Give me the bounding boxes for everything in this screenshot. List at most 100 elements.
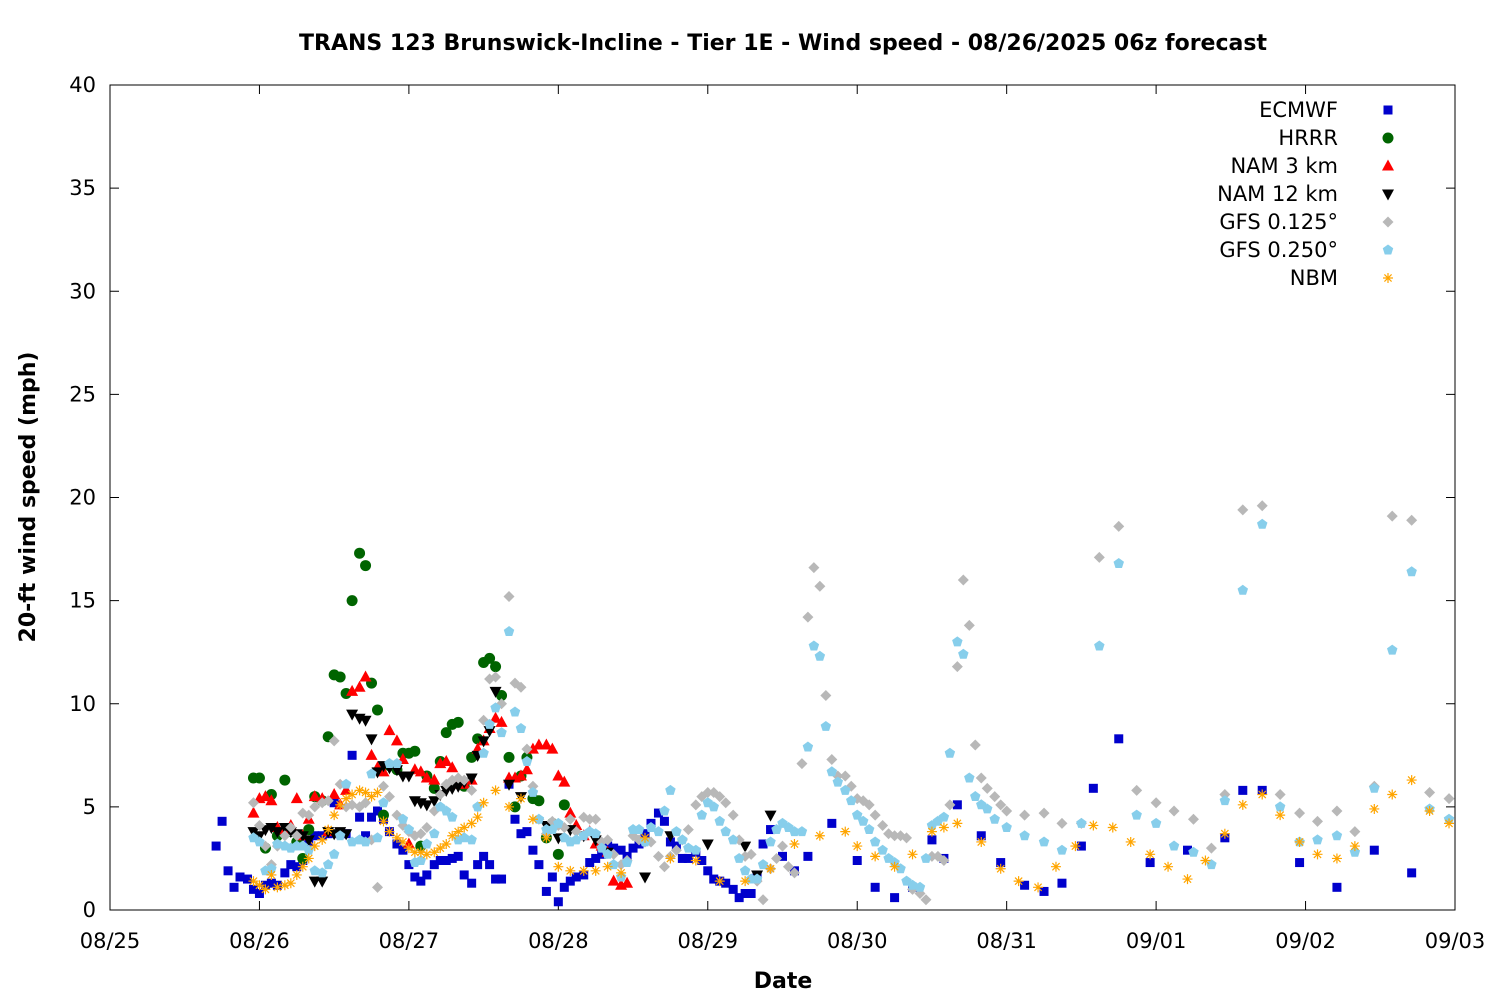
data-point (546, 742, 559, 754)
data-point (384, 758, 395, 769)
data-point (279, 774, 291, 786)
data-point (982, 803, 993, 814)
data-point (452, 716, 464, 728)
data-point (814, 580, 826, 592)
data-point (981, 782, 993, 794)
data-point (497, 874, 507, 884)
y-tick-label: 15 (69, 589, 96, 613)
data-point (346, 595, 358, 607)
data-point (914, 881, 926, 892)
data-point (802, 611, 814, 623)
data-point (869, 809, 881, 821)
data-point (665, 784, 676, 795)
legend-label: GFS 0.250° (1219, 238, 1338, 262)
data-point (1145, 858, 1155, 868)
legend-marker (1382, 216, 1394, 228)
data-point (334, 830, 346, 841)
data-point (951, 661, 963, 673)
data-point (1114, 734, 1124, 744)
data-point (266, 878, 276, 888)
data-point (658, 861, 670, 873)
data-point (789, 826, 800, 837)
data-point (404, 860, 414, 870)
data-point (466, 818, 477, 829)
data-point (1131, 784, 1143, 796)
data-point (340, 778, 352, 789)
data-point (515, 793, 526, 804)
data-point (428, 796, 441, 808)
data-point (365, 734, 378, 746)
data-point (607, 874, 620, 886)
data-point (265, 823, 278, 834)
data-point (384, 826, 395, 837)
data-point (340, 829, 353, 841)
data-point (509, 706, 521, 717)
data-point (367, 812, 377, 822)
data-point (976, 836, 987, 847)
data-point (564, 813, 576, 825)
data-point (671, 826, 682, 837)
data-points (211, 500, 1455, 907)
data-point (553, 817, 564, 828)
data-point (728, 884, 738, 894)
data-point (765, 863, 776, 874)
data-point (633, 824, 645, 835)
data-point (1113, 520, 1125, 532)
data-point (247, 806, 260, 818)
data-point (272, 838, 283, 849)
y-tick-label: 5 (83, 795, 96, 819)
data-point (265, 794, 278, 806)
data-point (248, 876, 259, 887)
data-point (578, 865, 589, 876)
data-point (485, 860, 495, 870)
data-point (285, 822, 297, 833)
data-point (585, 858, 595, 868)
data-point (365, 748, 378, 760)
data-point (309, 801, 321, 813)
x-tick-label: 09/03 (1425, 929, 1486, 953)
data-point (597, 849, 607, 859)
data-point (329, 798, 339, 808)
data-point (447, 830, 458, 841)
data-point (1182, 845, 1192, 855)
data-point (291, 869, 302, 880)
data-point (403, 824, 415, 835)
data-point (279, 830, 291, 842)
data-point (1013, 876, 1024, 887)
data-point (329, 810, 340, 821)
data-point (1369, 845, 1379, 855)
data-point (596, 842, 607, 853)
data-point (1331, 830, 1343, 841)
data-point (602, 848, 613, 859)
data-point (944, 747, 956, 758)
data-point (720, 826, 731, 837)
x-tick-label: 09/01 (1126, 929, 1187, 953)
data-point (441, 805, 452, 816)
data-point (877, 819, 889, 831)
data-point (1076, 817, 1087, 828)
data-point (503, 591, 515, 602)
data-point (989, 813, 1000, 824)
data-point (682, 824, 694, 836)
legend-label: NAM 3 km (1230, 154, 1338, 178)
data-point (541, 832, 552, 843)
data-point (1443, 793, 1455, 805)
data-point (832, 776, 844, 787)
data-point (765, 836, 776, 847)
legend-marker (1382, 132, 1394, 144)
data-point (714, 791, 726, 803)
data-point (803, 851, 813, 861)
data-point (266, 863, 277, 874)
data-point (335, 799, 346, 810)
data-point (1187, 813, 1199, 825)
data-point (1113, 558, 1124, 568)
data-point (286, 860, 296, 870)
data-point (683, 853, 693, 863)
data-point (515, 723, 527, 733)
data-point (571, 834, 582, 845)
data-point (1039, 886, 1049, 896)
data-point (602, 834, 614, 846)
data-point (473, 860, 483, 870)
data-point (697, 856, 707, 865)
